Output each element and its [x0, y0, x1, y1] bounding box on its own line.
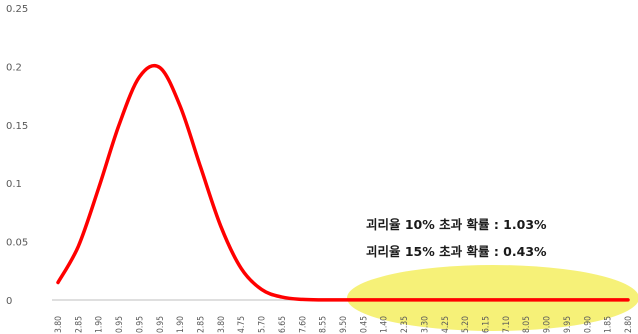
- x-tick-label: 1.90: [176, 316, 186, 333]
- x-tick-label: 1.90: [95, 316, 105, 333]
- x-tick-label: 0.95: [156, 316, 166, 333]
- x-tick-label: 4.25: [441, 316, 451, 333]
- x-tick-label: 8.05: [522, 316, 532, 333]
- x-tick-label: 8.55: [319, 316, 329, 333]
- annotation-15pct: 괴리율 15% 초과 확률 : 0.43%: [366, 244, 547, 259]
- x-tick-label: 6.65: [278, 316, 288, 333]
- y-tick-label: 0.05: [6, 238, 28, 249]
- x-tick-label: 0.90: [583, 316, 593, 333]
- x-tick-label: 3.80: [54, 316, 64, 333]
- x-axis-ticks: 3.80 2.85 1.90 0.95 0.95 0.95 1.90 2.85 3.80 4.75…: [54, 316, 634, 333]
- x-tick-label: 2.35: [400, 316, 410, 333]
- x-tick-label: 0.95: [135, 316, 145, 333]
- x-tick-label: 5.20: [461, 316, 471, 333]
- annotation-10pct: 괴리율 10% 초과 확률 : 1.03%: [366, 217, 547, 232]
- y-tick-label: 0: [6, 296, 12, 307]
- x-tick-label: 6.15: [482, 316, 492, 333]
- x-tick-label: 0.95: [115, 316, 125, 333]
- y-tick-label: 0.15: [6, 121, 28, 132]
- y-tick-label: 0.25: [6, 4, 28, 15]
- x-tick-label: 3.30: [420, 316, 430, 333]
- y-tick-label: 0.2: [6, 62, 22, 73]
- y-tick-label: 0.1: [6, 179, 22, 190]
- x-tick-label: 1.85: [604, 316, 614, 333]
- x-tick-label: 2.85: [74, 316, 84, 333]
- x-tick-label: 9.50: [339, 316, 349, 333]
- tail-highlight-ellipse: [347, 265, 638, 331]
- x-tick-label: 4.75: [237, 316, 247, 333]
- x-tick-label: 9.95: [563, 316, 573, 333]
- x-tick-label: 0.45: [359, 316, 369, 333]
- x-tick-label: 7.10: [502, 316, 512, 333]
- x-tick-label: 2.85: [197, 316, 207, 333]
- x-tick-label: 7.60: [298, 316, 308, 333]
- curve-points: [57, 66, 630, 301]
- x-tick-label: 1.40: [380, 316, 390, 333]
- x-tick-label: 3.80: [217, 316, 227, 333]
- x-tick-label: 9.00: [543, 316, 553, 333]
- y-axis-ticks: 0 0.05 0.1 0.15 0.2 0.25: [6, 4, 28, 307]
- distribution-curve: [56, 63, 630, 302]
- x-tick-label: 2.80: [624, 316, 634, 333]
- x-tick-label: 5.70: [258, 316, 268, 333]
